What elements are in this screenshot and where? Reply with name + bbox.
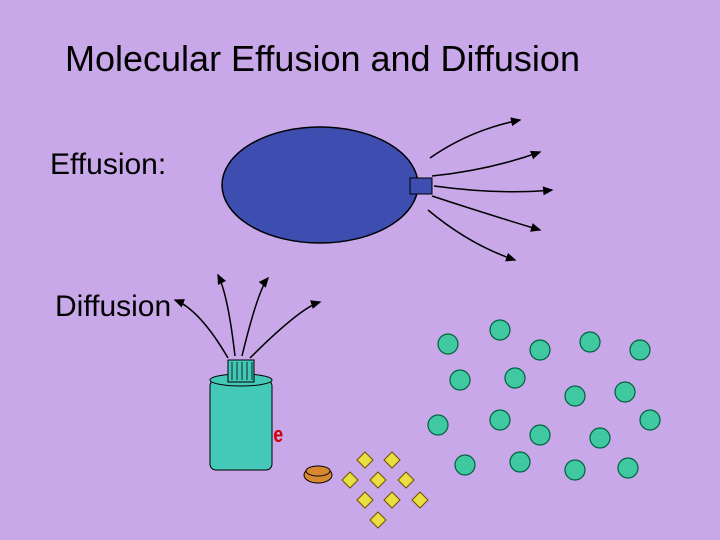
particle-yellow-2 xyxy=(342,472,358,488)
particle-green-15 xyxy=(510,452,530,472)
particle-green-3 xyxy=(580,332,600,352)
particle-yellow-3 xyxy=(370,472,386,488)
particle-green-4 xyxy=(630,340,650,360)
particle-green-9 xyxy=(428,415,448,435)
diffusion-arrow-1 xyxy=(218,275,235,356)
particle-green-7 xyxy=(565,386,585,406)
particle-green-8 xyxy=(615,382,635,402)
particle-green-11 xyxy=(530,425,550,445)
diffusion-arrow-0 xyxy=(175,300,228,358)
particle-yellow-1 xyxy=(384,452,400,468)
effusion-arrow-0 xyxy=(430,120,520,158)
particle-yellow-6 xyxy=(384,492,400,508)
particle-green-0 xyxy=(438,334,458,354)
bottle-body xyxy=(210,380,272,470)
effusion-arrow-2 xyxy=(434,186,552,192)
particle-yellow-7 xyxy=(412,492,428,508)
particle-green-2 xyxy=(530,340,550,360)
balloon-knot xyxy=(410,178,432,194)
particle-green-17 xyxy=(618,458,638,478)
particle-yellow-5 xyxy=(357,492,373,508)
effusion-arrow-4 xyxy=(428,210,515,260)
particle-yellow-0 xyxy=(357,452,373,468)
particle-green-10 xyxy=(490,410,510,430)
diagram-canvas xyxy=(0,0,720,540)
balloon-body xyxy=(222,127,418,243)
particle-green-1 xyxy=(490,320,510,340)
particle-green-13 xyxy=(640,410,660,430)
particle-green-16 xyxy=(565,460,585,480)
diffusion-arrow-3 xyxy=(250,302,320,358)
particle-green-5 xyxy=(450,370,470,390)
particle-green-14 xyxy=(455,455,475,475)
effusion-arrow-1 xyxy=(432,152,540,176)
particle-green-6 xyxy=(505,368,525,388)
particle-green-12 xyxy=(590,428,610,448)
particle-yellow-4 xyxy=(398,472,414,488)
particle-yellow-8 xyxy=(370,512,386,528)
